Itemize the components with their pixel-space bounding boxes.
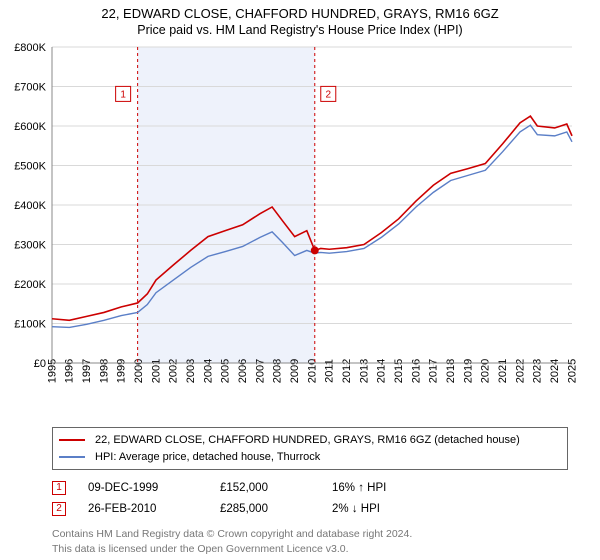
chart-title-block: 22, EDWARD CLOSE, CHAFFORD HUNDRED, GRAY… (0, 0, 600, 39)
svg-text:2018: 2018 (445, 359, 457, 383)
svg-text:2012: 2012 (341, 359, 353, 383)
line-chart: £0 £100K £200K £300K £400K £500K £600K £700K £80… (0, 39, 600, 421)
svg-text:2014: 2014 (376, 359, 388, 383)
svg-text:£400K: £400K (14, 200, 46, 212)
svg-text:1996: 1996 (64, 359, 76, 383)
legend-label-hpi: HPI: Average price, detached house, Thur… (95, 449, 320, 466)
legend-swatch-hpi (59, 456, 85, 458)
svg-text:2: 2 (325, 89, 331, 100)
svg-text:2019: 2019 (462, 359, 474, 383)
sale-price: £152,000 (220, 478, 310, 499)
svg-text:1998: 1998 (98, 359, 110, 383)
legend-swatch-property (59, 439, 85, 441)
svg-text:1: 1 (120, 89, 126, 100)
chart-title-sub: Price paid vs. HM Land Registry's House … (10, 23, 590, 37)
legend-box: 22, EDWARD CLOSE, CHAFFORD HUNDRED, GRAY… (52, 427, 568, 470)
svg-text:2024: 2024 (549, 359, 561, 383)
svg-text:2001: 2001 (150, 359, 162, 383)
svg-text:£100K: £100K (14, 319, 46, 331)
sale-row-1: 1 09-DEC-1999 £152,000 16% ↑ HPI (52, 478, 568, 499)
svg-text:£600K: £600K (14, 121, 46, 133)
svg-text:1997: 1997 (81, 359, 93, 383)
svg-text:2004: 2004 (202, 359, 214, 383)
svg-text:2025: 2025 (566, 359, 578, 383)
svg-text:2002: 2002 (168, 359, 180, 383)
svg-text:2006: 2006 (237, 359, 249, 383)
chart-title-main: 22, EDWARD CLOSE, CHAFFORD HUNDRED, GRAY… (10, 6, 590, 21)
svg-text:2023: 2023 (532, 359, 544, 383)
svg-text:2005: 2005 (220, 359, 232, 383)
sale-row-2: 2 26-FEB-2010 £285,000 2% ↓ HPI (52, 499, 568, 520)
sale-marker-2: 2 (52, 502, 66, 516)
svg-text:2009: 2009 (289, 359, 301, 383)
svg-text:1999: 1999 (116, 359, 128, 383)
svg-text:2016: 2016 (410, 359, 422, 383)
svg-text:2017: 2017 (428, 359, 440, 383)
svg-text:2008: 2008 (272, 359, 284, 383)
svg-text:£500K: £500K (14, 161, 46, 173)
sale-price: £285,000 (220, 499, 310, 520)
svg-text:2021: 2021 (497, 359, 509, 383)
svg-text:£200K: £200K (14, 279, 46, 291)
sale-date: 09-DEC-1999 (88, 478, 198, 499)
svg-text:2000: 2000 (133, 359, 145, 383)
footer-line-1: Contains HM Land Registry data © Crown c… (52, 527, 568, 541)
svg-text:£300K: £300K (14, 240, 46, 252)
sale-diff: 2% ↓ HPI (332, 499, 380, 520)
sales-list: 1 09-DEC-1999 £152,000 16% ↑ HPI 2 26-FE… (52, 478, 568, 519)
legend-item-property: 22, EDWARD CLOSE, CHAFFORD HUNDRED, GRAY… (59, 432, 561, 449)
legend-item-hpi: HPI: Average price, detached house, Thur… (59, 449, 561, 466)
chart-area: £0 £100K £200K £300K £400K £500K £600K £700K £80… (0, 39, 600, 421)
svg-text:£700K: £700K (14, 82, 46, 94)
svg-text:2015: 2015 (393, 359, 405, 383)
svg-text:2022: 2022 (514, 359, 526, 383)
sale-diff: 16% ↑ HPI (332, 478, 386, 499)
svg-text:2003: 2003 (185, 359, 197, 383)
sale-date: 26-FEB-2010 (88, 499, 198, 520)
footer-line-2: This data is licensed under the Open Gov… (52, 542, 568, 556)
svg-text:£800K: £800K (14, 42, 46, 54)
svg-text:£0: £0 (34, 358, 46, 370)
svg-text:2010: 2010 (306, 359, 318, 383)
sale-marker-1: 1 (52, 481, 66, 495)
svg-text:2013: 2013 (358, 359, 370, 383)
legend-label-property: 22, EDWARD CLOSE, CHAFFORD HUNDRED, GRAY… (95, 432, 520, 449)
svg-text:2020: 2020 (480, 359, 492, 383)
svg-text:2007: 2007 (254, 359, 266, 383)
footer-attribution: Contains HM Land Registry data © Crown c… (52, 527, 568, 555)
